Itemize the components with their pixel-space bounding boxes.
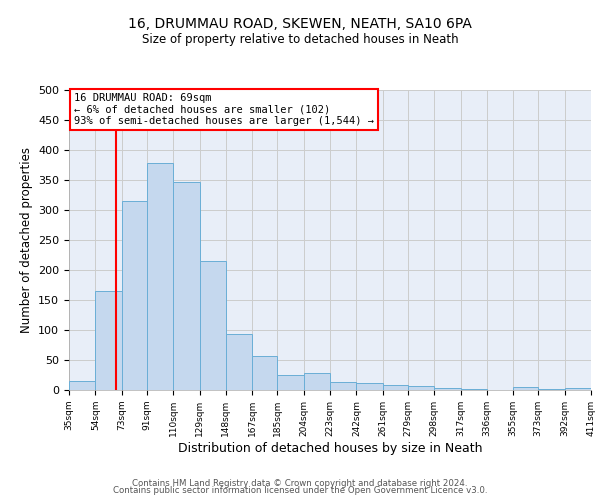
Bar (252, 356, 277, 390)
Bar (199, 261, 226, 390)
X-axis label: Distribution of detached houses by size in Neath: Distribution of detached houses by size … (178, 442, 482, 454)
Text: Contains public sector information licensed under the Open Government Licence v3: Contains public sector information licen… (113, 486, 487, 495)
Bar (122, 201, 147, 390)
Text: Size of property relative to detached houses in Neath: Size of property relative to detached ho… (142, 32, 458, 46)
Bar (330, 382, 356, 390)
Bar (277, 375, 304, 390)
Bar (513, 387, 538, 390)
Bar (226, 334, 252, 390)
Bar (95, 291, 122, 390)
Bar (383, 384, 408, 390)
Bar (565, 388, 591, 390)
Text: Contains HM Land Registry data © Crown copyright and database right 2024.: Contains HM Land Registry data © Crown c… (132, 478, 468, 488)
Bar (434, 388, 461, 390)
Bar (173, 182, 199, 390)
Bar (69, 381, 95, 390)
Text: 16 DRUMMAU ROAD: 69sqm
← 6% of detached houses are smaller (102)
93% of semi-det: 16 DRUMMAU ROAD: 69sqm ← 6% of detached … (74, 93, 374, 126)
Bar (147, 163, 173, 390)
Bar (304, 372, 330, 390)
Y-axis label: Number of detached properties: Number of detached properties (20, 147, 32, 333)
Bar (356, 384, 383, 390)
Text: 16, DRUMMAU ROAD, SKEWEN, NEATH, SA10 6PA: 16, DRUMMAU ROAD, SKEWEN, NEATH, SA10 6P… (128, 18, 472, 32)
Bar (408, 386, 434, 390)
